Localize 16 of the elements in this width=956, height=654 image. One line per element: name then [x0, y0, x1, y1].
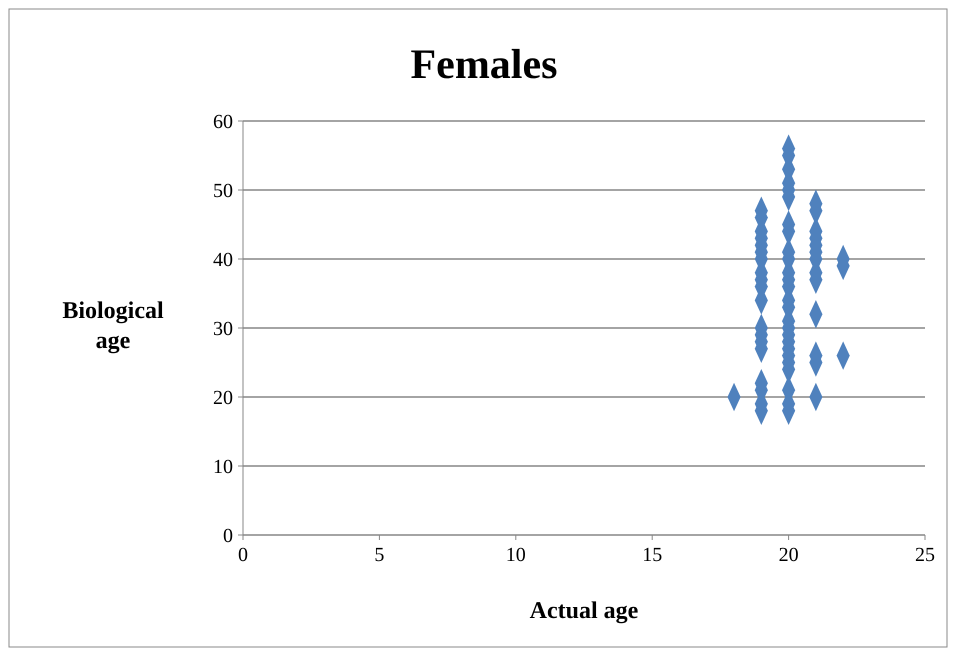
x-tick-label: 10 [506, 544, 526, 566]
y-tick-label: 10 [213, 456, 233, 478]
y-tick-label: 30 [213, 318, 233, 340]
y-axis-title: Biological age [62, 298, 164, 354]
y-tick-label: 20 [213, 387, 233, 409]
chart-title: Females [410, 42, 558, 88]
x-axis-title: Actual age [530, 598, 639, 624]
y-tick-label: 50 [213, 180, 233, 202]
y-tick-label: 0 [223, 525, 233, 547]
x-tick-label: 20 [778, 544, 799, 566]
x-tick-label: 15 [642, 544, 662, 566]
x-tick-label: 0 [238, 544, 248, 566]
y-tick-label: 40 [213, 249, 233, 271]
x-tick-label: 25 [915, 544, 935, 566]
y-tick-label: 60 [213, 111, 233, 133]
x-tick-label: 5 [374, 544, 384, 566]
